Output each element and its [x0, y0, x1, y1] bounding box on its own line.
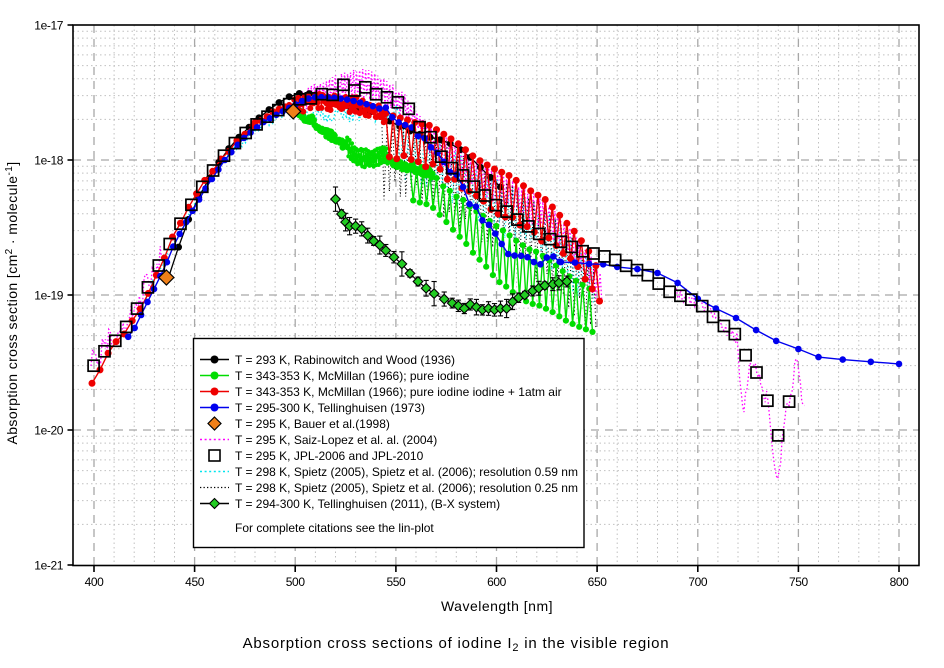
svg-text:500: 500	[286, 575, 306, 589]
svg-text:For complete citations see the: For complete citations see the lin-plot	[235, 521, 434, 535]
svg-text:650: 650	[588, 575, 608, 589]
svg-text:1e-19: 1e-19	[34, 288, 63, 302]
svg-text:T = 343-353 K, McMillan (1966): T = 343-353 K, McMillan (1966); pure iod…	[235, 385, 562, 399]
svg-text:T = 298 K, Spietz (2005), Spie: T = 298 K, Spietz (2005), Spietz et al. …	[235, 465, 578, 479]
svg-text:T = 295 K, Bauer et al.(1998): T = 295 K, Bauer et al.(1998)	[235, 417, 390, 431]
svg-text:Absorption cross section [cm2: Absorption cross section [cm2 · molecule…	[4, 161, 20, 444]
svg-text:800: 800	[890, 575, 910, 589]
svg-text:T = 294-300 K, Tellinghuisen (: T = 294-300 K, Tellinghuisen (2011), (B-…	[235, 497, 500, 511]
svg-text:Absorption cross sections of i: Absorption cross sections of iodine I2 i…	[243, 635, 670, 654]
svg-text:400: 400	[85, 575, 105, 589]
svg-text:600: 600	[487, 575, 507, 589]
svg-text:1e-18: 1e-18	[34, 153, 63, 167]
svg-text:T = 298 K, Spietz (2005), Spie: T = 298 K, Spietz (2005), Spietz et al. …	[235, 481, 578, 495]
svg-text:T = 293 K, Rabinowitch and Woo: T = 293 K, Rabinowitch and Wood (1936)	[235, 353, 455, 367]
svg-text:T = 295 K, Saiz-Lopez et al. a: T = 295 K, Saiz-Lopez et al. al. (2004)	[235, 433, 437, 447]
svg-text:Wavelength [nm]: Wavelength [nm]	[441, 598, 553, 614]
svg-text:T = 343-353 K, McMillan (1966): T = 343-353 K, McMillan (1966); pure iod…	[235, 369, 470, 383]
svg-text:1e-21: 1e-21	[34, 558, 63, 572]
svg-text:1e-20: 1e-20	[34, 423, 63, 437]
svg-text:750: 750	[789, 575, 809, 589]
svg-text:700: 700	[688, 575, 708, 589]
svg-text:550: 550	[386, 575, 406, 589]
svg-text:T = 295 K, JPL-2006 and JPL-20: T = 295 K, JPL-2006 and JPL-2010	[235, 449, 424, 463]
svg-text:1e-17: 1e-17	[34, 18, 63, 32]
svg-text:450: 450	[185, 575, 205, 589]
svg-text:T = 295-300 K, Tellinghuisen (: T = 295-300 K, Tellinghuisen (1973)	[235, 401, 425, 415]
